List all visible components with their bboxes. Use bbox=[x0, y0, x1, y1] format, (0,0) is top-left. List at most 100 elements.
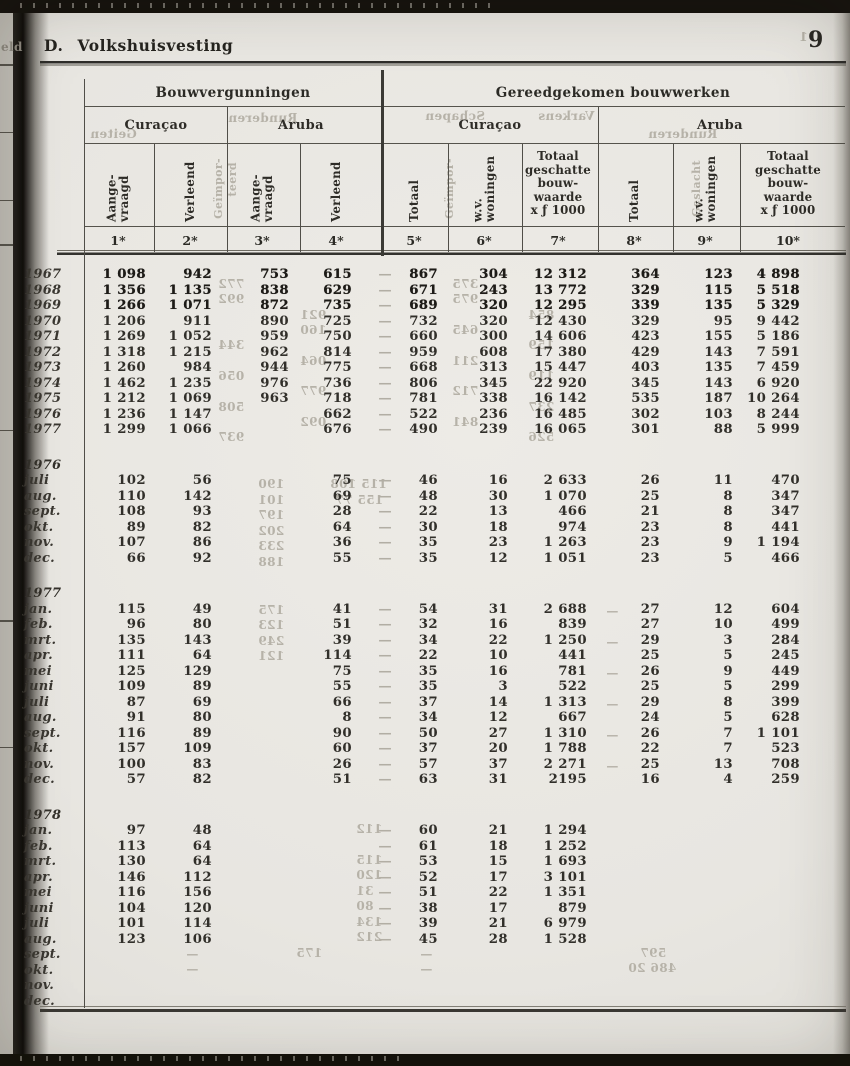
cell: 1 147 bbox=[168, 406, 212, 422]
bleedthrough-dash: — bbox=[378, 725, 392, 741]
table-row: sept. — 116 89 90 50 27 1 310 26 7 1 101 bbox=[20, 726, 832, 742]
cell: 615 bbox=[323, 267, 352, 282]
column-label-6: w.v. woningen bbox=[470, 155, 498, 222]
cell: 30 bbox=[488, 488, 508, 504]
row-label: okt. bbox=[24, 962, 54, 978]
cell: 775 bbox=[323, 360, 352, 375]
cell: 8 bbox=[723, 504, 733, 519]
cell: 49 bbox=[192, 601, 212, 617]
cell: 48 bbox=[418, 488, 438, 504]
cell: 23 bbox=[640, 535, 660, 550]
bleedthrough-dash: — bbox=[378, 931, 392, 947]
group-label-row: 1978 bbox=[20, 808, 832, 824]
row-label: 1971 bbox=[24, 329, 62, 344]
cell: 3 bbox=[498, 679, 508, 694]
cell: 114 bbox=[183, 916, 212, 931]
cell: 522 bbox=[409, 406, 438, 422]
row-label: 1975 bbox=[24, 391, 62, 406]
cell: 23 bbox=[488, 535, 508, 550]
cell: 629 bbox=[323, 282, 352, 298]
bleedthrough-dash: — bbox=[378, 267, 392, 282]
cell: 300 bbox=[479, 329, 508, 344]
cell: 157 bbox=[117, 741, 146, 756]
cell: 187 bbox=[704, 391, 733, 406]
binding-teeth bbox=[20, 1056, 410, 1061]
cell: 31 bbox=[488, 772, 508, 787]
table-row: feb. — 96 80 51 32 16 839 27 10 499 bbox=[20, 617, 832, 633]
row-label: 1976 bbox=[24, 406, 62, 422]
row-label: dec. bbox=[24, 772, 56, 787]
row-label: feb. bbox=[24, 617, 53, 632]
bleedthrough-dash: — bbox=[378, 504, 392, 519]
bleedthrough-dash: — bbox=[378, 885, 392, 900]
cell: 41 bbox=[332, 601, 352, 617]
cell: 16 bbox=[488, 473, 508, 488]
row-label: nov. bbox=[24, 756, 55, 772]
cell: 523 bbox=[771, 741, 800, 756]
cell: 750 bbox=[323, 329, 352, 344]
cell: 10 bbox=[488, 648, 508, 663]
cell: 143 bbox=[704, 375, 733, 391]
table-row: nov. bbox=[20, 978, 832, 994]
table-row: okt. — 157 109 60 37 20 1 788 22 7 523 bbox=[20, 741, 832, 757]
cell: 1 250 bbox=[543, 632, 587, 648]
cell: 4 bbox=[723, 772, 733, 787]
cell: 662 bbox=[323, 406, 352, 422]
row-label: aug. bbox=[24, 488, 57, 504]
page-edge bbox=[833, 8, 850, 1058]
cell: 82 bbox=[192, 519, 212, 535]
cell: 38 bbox=[418, 900, 438, 916]
cell: 959 bbox=[260, 329, 289, 344]
cell: 814 bbox=[323, 344, 352, 360]
column-number-7: 7* bbox=[550, 233, 566, 248]
bleedthrough-dash: — bbox=[378, 344, 392, 360]
cell: 90 bbox=[332, 725, 352, 741]
cell: 130 bbox=[117, 854, 146, 869]
cell: 1 235 bbox=[168, 375, 212, 391]
group-header-gereedgekomen-bouwwerken: Gereedgekomen bouwwerken bbox=[495, 85, 731, 101]
divider bbox=[300, 144, 301, 252]
cell: 60 bbox=[418, 823, 438, 838]
cell: 718 bbox=[323, 391, 352, 406]
cell: 1 051 bbox=[543, 550, 587, 566]
cell: 25 bbox=[640, 756, 660, 772]
table-row: juni — 109 89 55 35 3 522 25 5 299 bbox=[20, 679, 832, 695]
bleedthrough-dash: — bbox=[378, 375, 392, 391]
cell: 959 bbox=[409, 344, 438, 360]
cell: 155 bbox=[704, 329, 733, 344]
region-header-aruba-2: Aruba bbox=[697, 118, 743, 133]
cell: 243 bbox=[479, 282, 508, 298]
cell: 54 bbox=[418, 601, 438, 617]
cell: 21 bbox=[488, 823, 508, 838]
cell: 732 bbox=[409, 313, 438, 329]
cell: 671 bbox=[409, 282, 438, 298]
cell: 963 bbox=[260, 391, 289, 406]
cell: 708 bbox=[771, 756, 800, 772]
cell: 17 bbox=[488, 900, 508, 916]
table-row: jan. — 97 48 60 21 1 294 bbox=[20, 823, 832, 839]
cell: 1 070 bbox=[543, 488, 587, 504]
table-row: sept. bbox=[20, 947, 832, 963]
cell: 490 bbox=[409, 422, 438, 437]
column-number-2: 2* bbox=[182, 233, 198, 248]
row-label: okt. bbox=[24, 741, 54, 756]
cell: 1 066 bbox=[168, 422, 212, 437]
cell: 69 bbox=[192, 694, 212, 710]
table-row: 1970 — 1 206 911 890 725 732 320 12 430 329 95 9 44… bbox=[20, 314, 832, 330]
table-row: nov. — 107 86 36 35 23 1 263 23 9 1 194 bbox=[20, 535, 832, 551]
cell: 27 bbox=[640, 617, 660, 632]
cell: 962 bbox=[260, 344, 289, 360]
cell: 2 271 bbox=[543, 756, 587, 772]
cell: 1 101 bbox=[756, 725, 800, 741]
cell: 21 bbox=[488, 916, 508, 931]
cell: 97 bbox=[126, 823, 146, 838]
cell: 781 bbox=[558, 663, 587, 679]
table-row: jan. — 115 49 41 54 31 2 688 27 12 604 bbox=[20, 602, 832, 618]
table-row: nov. — 100 83 26 57 37 2 271 25 13 708 bbox=[20, 757, 832, 773]
table-row: juli — 87 69 66 37 14 1 313 29 8 399 bbox=[20, 695, 832, 711]
cell: 3 bbox=[723, 632, 733, 648]
cell: 12 bbox=[488, 550, 508, 566]
section-letter: D. bbox=[44, 36, 64, 55]
cell: 839 bbox=[558, 617, 587, 632]
cell: 106 bbox=[183, 931, 212, 947]
